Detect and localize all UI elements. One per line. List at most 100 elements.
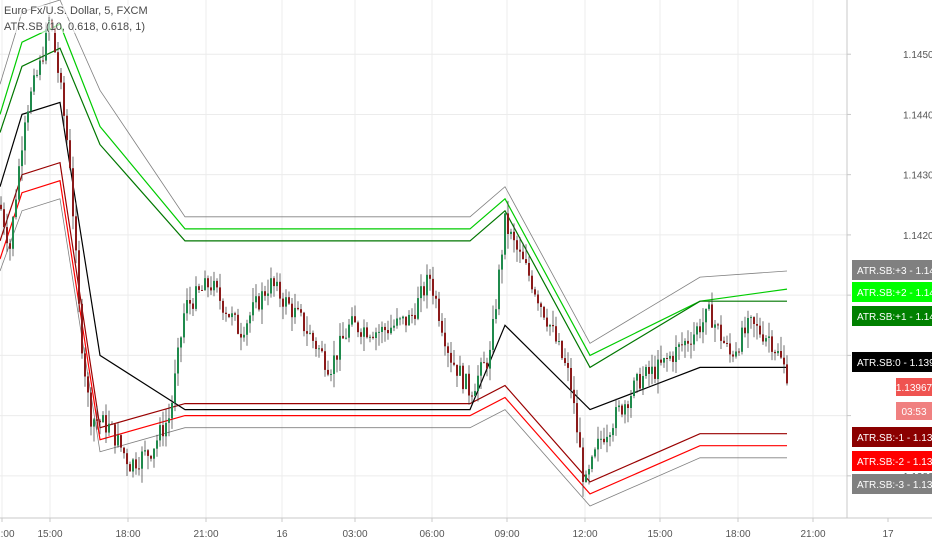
time-axis[interactable]: 12:00 15:00 18:00 21:00 16 03:00 06:00 09:00 12:…	[0, 518, 894, 540]
candle-body	[507, 213, 509, 234]
candle-body	[213, 280, 215, 291]
candle-body	[564, 358, 566, 363]
candle-body	[81, 303, 83, 354]
x-tick-label: 21:00	[800, 529, 825, 540]
candle-body	[477, 375, 479, 392]
candle-body	[300, 309, 302, 313]
candle-body	[120, 435, 122, 448]
candle-body	[585, 474, 587, 482]
candle-body	[573, 389, 575, 404]
candle-body	[42, 60, 44, 62]
candle-body	[483, 362, 485, 364]
candle-body	[375, 332, 377, 338]
x-tick-label: 16	[276, 529, 288, 540]
price-tags: ATR.SB:+3 - 1.14142 ATR.SB:+2 - 1.14116 AT…	[852, 260, 932, 494]
candle-body	[447, 346, 449, 353]
candle-body	[702, 322, 704, 333]
indicator-legend[interactable]: ATR.SB (10, 0.618, 0.618, 1)	[4, 21, 146, 33]
candle-body	[426, 274, 428, 296]
band-tag-text: ATR.SB:-1 - 1.13877	[857, 433, 932, 444]
candle-body	[708, 304, 710, 309]
candle-body	[420, 286, 422, 299]
candle-body	[384, 326, 386, 331]
candle-body	[138, 468, 140, 470]
candle-body	[111, 423, 113, 425]
candle-body	[693, 334, 695, 345]
candle-body	[219, 287, 221, 301]
candle-body	[681, 344, 683, 346]
candle-body	[516, 240, 518, 250]
x-tick-label: 18:00	[115, 529, 140, 540]
candle-body	[603, 438, 605, 443]
candle-body	[207, 278, 209, 288]
candle-body	[12, 217, 14, 249]
candle-body	[552, 325, 554, 327]
candle-body	[315, 340, 317, 349]
candle-body	[777, 351, 779, 354]
x-tick-label: 15:00	[37, 529, 62, 540]
candle-body	[408, 314, 410, 326]
candle-body	[783, 357, 785, 365]
band-price-tag: ATR.SB:-3 - 1.13826	[852, 474, 932, 494]
candle-body	[102, 415, 104, 423]
candle-body	[618, 405, 620, 408]
candle-body	[366, 327, 368, 338]
candle-body	[690, 343, 692, 345]
candle-body	[63, 82, 65, 116]
candle-body	[339, 335, 341, 360]
candle-body	[729, 343, 731, 355]
candle-body	[633, 380, 635, 396]
candle-body	[534, 289, 536, 295]
candle-body	[201, 290, 203, 291]
symbol-legend[interactable]: Euro Fx/U.S. Dollar, 5, FXCM	[4, 5, 148, 17]
candle-body	[75, 216, 77, 251]
candle-body	[228, 314, 230, 318]
candle-body	[402, 316, 404, 319]
candle-body	[576, 403, 578, 433]
band-line	[0, 23, 788, 357]
candle-body	[108, 423, 110, 433]
candle-body	[591, 456, 593, 469]
band-line	[0, 161, 787, 483]
candle-body	[543, 306, 545, 318]
candle-body	[225, 312, 227, 314]
candle-body	[45, 29, 47, 61]
candle-body	[270, 278, 272, 294]
candle-body	[96, 419, 98, 421]
x-tick-label: 12:00	[572, 529, 597, 540]
band-line	[0, 198, 787, 507]
candle-body	[480, 362, 482, 376]
candle-body	[765, 338, 767, 342]
candle-body	[531, 275, 533, 290]
candle-body	[642, 376, 644, 389]
candle-body	[540, 303, 542, 307]
x-tick-label: 06:00	[419, 529, 444, 540]
candle-body	[666, 358, 668, 359]
candle-body	[510, 231, 512, 234]
candle-body	[429, 274, 431, 279]
x-tick-label: 21:00	[193, 529, 218, 540]
grid-lines	[0, 0, 847, 518]
candle-body	[609, 435, 611, 437]
candle-body	[606, 436, 608, 443]
candle-body	[57, 52, 59, 73]
candle-body	[720, 324, 722, 341]
candle-body	[453, 362, 455, 365]
candle-body	[579, 432, 581, 448]
candle-body	[669, 355, 671, 359]
candle-body	[627, 404, 629, 408]
candle-body	[354, 316, 356, 323]
candle-body	[345, 337, 347, 339]
candle-body	[648, 367, 650, 374]
y-tick-label: 1.14500	[903, 50, 932, 61]
candle-body	[15, 199, 17, 218]
band-tag-text: ATR.SB:-3 - 1.13826	[857, 480, 932, 491]
candle-body	[231, 313, 233, 318]
band-tag-text: ATR.SB:+3 - 1.14142	[857, 266, 932, 277]
y-tick-label: 1.14200	[903, 231, 932, 242]
candle-body	[246, 323, 248, 335]
candle-body	[423, 286, 425, 296]
candle-body	[558, 341, 560, 342]
candle-body	[348, 324, 350, 338]
